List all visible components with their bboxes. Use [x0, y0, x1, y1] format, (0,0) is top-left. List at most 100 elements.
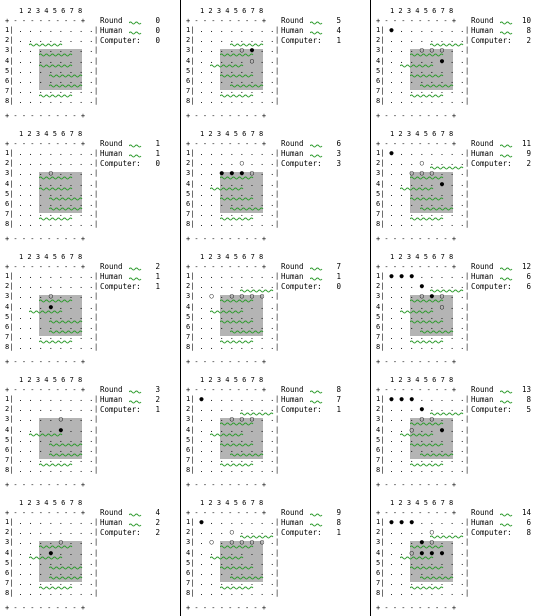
empty-cell[interactable]: .	[460, 333, 465, 342]
empty-cell[interactable]: .	[18, 77, 23, 85]
empty-cell[interactable]: .	[199, 548, 204, 557]
empty-cell[interactable]: .	[439, 528, 445, 537]
empty-cell[interactable]: .	[68, 26, 74, 34]
white-piece[interactable]: ○	[439, 292, 445, 301]
empty-cell[interactable]: .	[249, 36, 255, 45]
empty-cell[interactable]: .	[399, 292, 404, 301]
empty-cell[interactable]: .	[68, 302, 74, 311]
empty-cell[interactable]: .	[409, 466, 414, 475]
empty-cell[interactable]: .	[239, 200, 244, 208]
white-piece[interactable]: ○	[239, 292, 244, 301]
empty-cell[interactable]: .	[239, 579, 244, 588]
empty-cell[interactable]: .	[219, 528, 224, 537]
white-piece[interactable]: ○	[209, 538, 214, 547]
empty-cell[interactable]: .	[89, 333, 94, 342]
empty-cell[interactable]: .	[229, 26, 234, 34]
empty-cell[interactable]: .	[419, 302, 424, 311]
empty-cell[interactable]: .	[389, 333, 394, 342]
empty-cell[interactable]: .	[38, 435, 43, 444]
empty-cell[interactable]: .	[18, 589, 23, 598]
empty-cell[interactable]: .	[28, 528, 33, 537]
empty-cell[interactable]: .	[249, 189, 255, 198]
empty-cell[interactable]: .	[89, 149, 94, 157]
empty-cell[interactable]: .	[89, 528, 94, 537]
empty-cell[interactable]: .	[270, 210, 275, 219]
empty-cell[interactable]: .	[460, 46, 465, 55]
empty-cell[interactable]: .	[58, 343, 63, 352]
empty-cell[interactable]: .	[460, 558, 465, 567]
empty-cell[interactable]: .	[28, 312, 33, 321]
empty-cell[interactable]: .	[460, 343, 465, 352]
empty-cell[interactable]: .	[419, 446, 424, 454]
empty-cell[interactable]: .	[89, 456, 94, 465]
empty-cell[interactable]: .	[28, 56, 33, 65]
empty-cell[interactable]: .	[38, 425, 43, 434]
empty-cell[interactable]: .	[409, 210, 414, 219]
empty-cell[interactable]: .	[270, 46, 275, 55]
empty-cell[interactable]: .	[58, 405, 63, 414]
empty-cell[interactable]: .	[249, 435, 255, 444]
black-piece[interactable]: ●	[439, 179, 445, 188]
empty-cell[interactable]: .	[219, 466, 224, 475]
empty-cell[interactable]: .	[449, 589, 455, 598]
empty-cell[interactable]: .	[78, 312, 84, 321]
empty-cell[interactable]: .	[239, 66, 244, 75]
empty-cell[interactable]: .	[229, 558, 234, 567]
empty-cell[interactable]: .	[409, 149, 414, 157]
empty-cell[interactable]: .	[28, 569, 33, 577]
white-piece[interactable]: ○	[48, 292, 53, 301]
empty-cell[interactable]: .	[28, 189, 33, 198]
empty-cell[interactable]: .	[439, 435, 445, 444]
empty-cell[interactable]: .	[209, 26, 214, 34]
empty-cell[interactable]: .	[219, 159, 224, 168]
empty-cell[interactable]: .	[429, 312, 434, 321]
empty-cell[interactable]: .	[89, 97, 94, 106]
empty-cell[interactable]: .	[199, 46, 204, 55]
empty-cell[interactable]: .	[209, 323, 214, 331]
empty-cell[interactable]: .	[429, 323, 434, 331]
empty-cell[interactable]: .	[239, 87, 244, 96]
empty-cell[interactable]: .	[419, 579, 424, 588]
empty-cell[interactable]: .	[199, 179, 204, 188]
empty-cell[interactable]: .	[209, 302, 214, 311]
empty-cell[interactable]: .	[89, 46, 94, 55]
empty-cell[interactable]: .	[18, 220, 23, 229]
empty-cell[interactable]: .	[199, 26, 204, 34]
empty-cell[interactable]: .	[68, 169, 74, 178]
empty-cell[interactable]: .	[18, 333, 23, 342]
empty-cell[interactable]: .	[429, 87, 434, 96]
empty-cell[interactable]: .	[399, 333, 404, 342]
empty-cell[interactable]: .	[239, 548, 244, 557]
empty-cell[interactable]: .	[429, 466, 434, 475]
empty-cell[interactable]: .	[38, 66, 43, 75]
empty-cell[interactable]: .	[259, 159, 265, 168]
empty-cell[interactable]: .	[389, 466, 394, 475]
empty-cell[interactable]: .	[78, 405, 84, 414]
empty-cell[interactable]: .	[229, 149, 234, 157]
empty-cell[interactable]: .	[259, 548, 265, 557]
empty-cell[interactable]: .	[419, 456, 424, 465]
empty-cell[interactable]: .	[229, 77, 234, 85]
empty-cell[interactable]: .	[78, 343, 84, 352]
black-piece[interactable]: ●	[389, 26, 394, 34]
empty-cell[interactable]: .	[249, 66, 255, 75]
empty-cell[interactable]: .	[239, 282, 244, 291]
empty-cell[interactable]: .	[419, 189, 424, 198]
empty-cell[interactable]: .	[219, 518, 224, 526]
empty-cell[interactable]: .	[78, 548, 84, 557]
empty-cell[interactable]: .	[78, 66, 84, 75]
empty-cell[interactable]: .	[259, 46, 265, 55]
empty-cell[interactable]: .	[259, 395, 265, 403]
empty-cell[interactable]: .	[48, 46, 53, 55]
empty-cell[interactable]: .	[419, 558, 424, 567]
empty-cell[interactable]: .	[270, 343, 275, 352]
empty-cell[interactable]: .	[89, 200, 94, 208]
empty-cell[interactable]: .	[439, 558, 445, 567]
empty-cell[interactable]: .	[28, 415, 33, 424]
empty-cell[interactable]: .	[429, 558, 434, 567]
empty-cell[interactable]: .	[78, 159, 84, 168]
empty-cell[interactable]: .	[18, 179, 23, 188]
empty-cell[interactable]: .	[219, 292, 224, 301]
empty-cell[interactable]: .	[409, 415, 414, 424]
empty-cell[interactable]: .	[429, 405, 434, 414]
